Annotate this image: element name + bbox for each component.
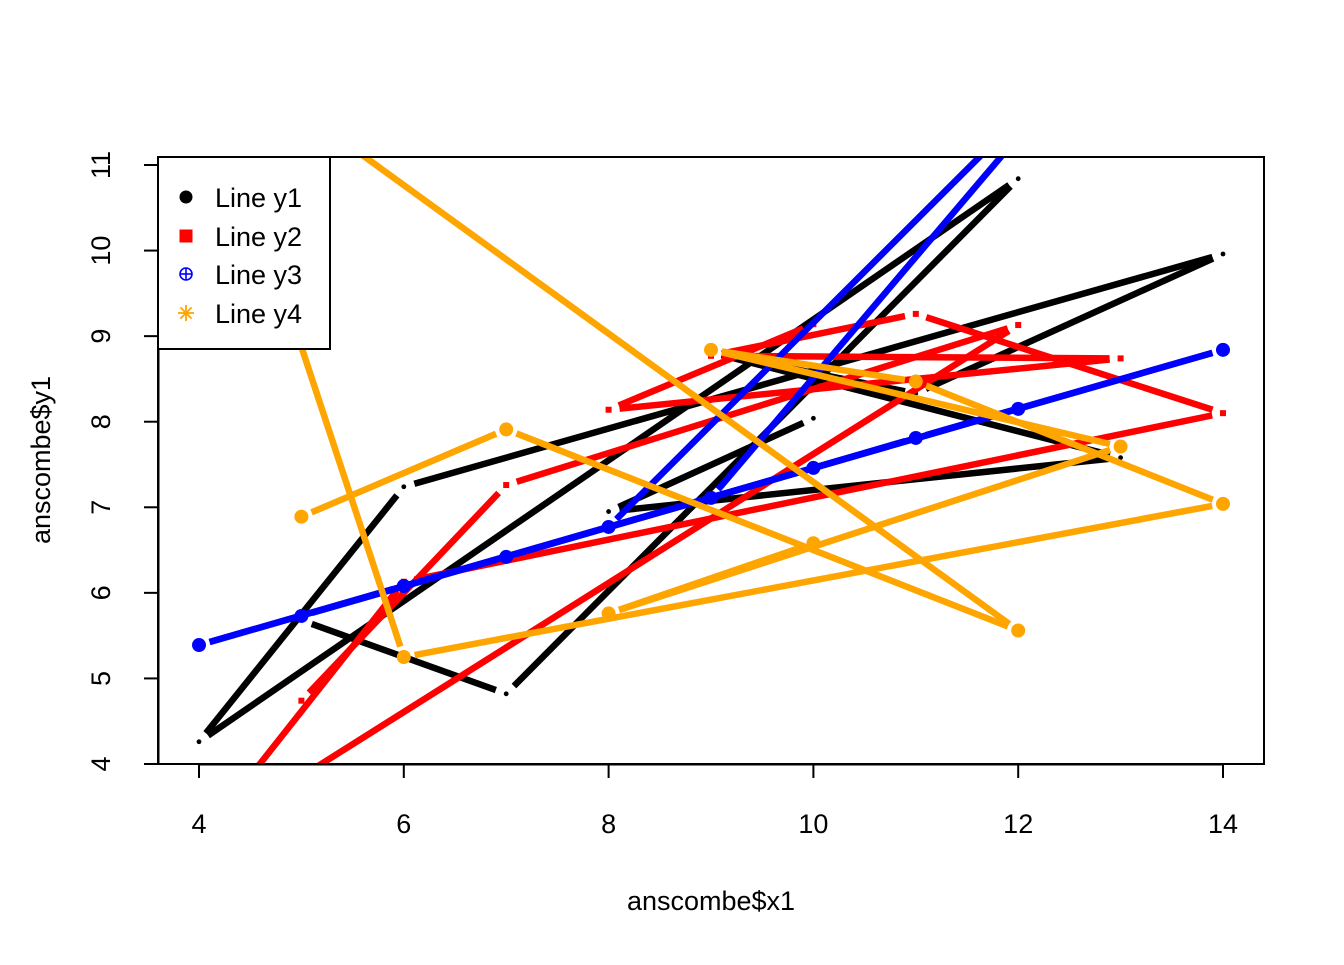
data-point (1015, 176, 1021, 182)
series-segment (617, 419, 805, 510)
x-tick-label: 6 (396, 809, 411, 839)
data-point (704, 342, 718, 357)
data-point (806, 460, 821, 475)
series-4 (192, 30, 1230, 665)
legend-item: Line y3 (179, 260, 302, 290)
y-tick-label: 9 (86, 329, 116, 344)
y-tick-label: 5 (86, 671, 116, 686)
data-point (811, 415, 816, 421)
data-point (499, 422, 514, 437)
data-point (298, 697, 305, 704)
series-segment (515, 408, 1009, 557)
data-point (401, 484, 407, 490)
x-tick-label: 8 (601, 809, 616, 839)
data-point (908, 374, 923, 389)
data-point (192, 30, 206, 44)
series-segment (614, 157, 984, 522)
series-segment (414, 502, 1213, 659)
series-segment (206, 182, 1011, 739)
data-point (1220, 410, 1226, 417)
legend-item: Line y1 (179, 183, 302, 213)
series-segment (721, 348, 906, 384)
legend-label: Line y3 (215, 260, 302, 290)
series-segment (721, 312, 906, 357)
data-point (294, 608, 309, 623)
series-layer (192, 9, 1230, 764)
legend-symbol (178, 305, 194, 321)
data-point (1011, 401, 1026, 416)
data-point (1118, 455, 1123, 461)
series-segment (715, 157, 1006, 492)
series-segment (359, 157, 1012, 627)
data-point (605, 406, 612, 413)
data-point (606, 509, 611, 514)
y-axis: 4 5 6 7 8 9 10 11 (86, 151, 160, 772)
series-segment (515, 325, 1009, 485)
legend: Line y1 Line y2 Line y3 Line y4 (157, 156, 331, 350)
x-tick-label: 14 (1208, 809, 1238, 839)
series-segment (720, 351, 1111, 459)
x-axis: 4 6 8 10 12 14 (191, 763, 1238, 839)
series-segment (720, 349, 1111, 448)
x-tick-label: 4 (191, 809, 206, 839)
legend-symbol (179, 190, 193, 204)
legend-symbol (179, 267, 193, 281)
data-point (503, 691, 509, 697)
legend-item: Line y2 (179, 222, 302, 252)
series-segment (515, 430, 1010, 630)
y-tick-label: 7 (86, 500, 116, 515)
data-point (912, 310, 919, 317)
series-segment (413, 412, 1213, 583)
x-tick-label: 12 (1003, 809, 1033, 839)
data-point (1113, 439, 1128, 454)
series-segment (310, 430, 498, 516)
x-tick-label: 10 (798, 809, 828, 839)
series-3 (192, 9, 1230, 653)
x-axis-title: anscombe$x1 (627, 886, 795, 916)
series-segment (925, 314, 1214, 413)
data-point (1216, 342, 1230, 357)
legend-symbol (179, 229, 193, 243)
data-point (1114, 9, 1128, 23)
series-segment (618, 446, 1112, 614)
series-segment (924, 382, 1214, 503)
legend-label: Line y1 (215, 183, 302, 213)
data-point (1011, 623, 1026, 638)
data-point (601, 519, 616, 534)
data-point (1216, 496, 1230, 511)
data-point (294, 509, 309, 524)
y-tick-label: 6 (86, 585, 116, 600)
data-point (196, 739, 202, 745)
series-segment (315, 328, 1011, 764)
data-point (396, 650, 411, 665)
legend-item: Line y4 (178, 299, 302, 329)
data-point (1015, 322, 1022, 329)
data-point (601, 606, 616, 621)
series-segment (924, 255, 1215, 392)
y-tick-label: 10 (86, 236, 116, 266)
data-point (192, 638, 206, 653)
data-point (499, 549, 514, 564)
legend-label: Line y2 (215, 222, 302, 252)
y-tick-label: 4 (86, 756, 116, 771)
data-point (1220, 251, 1226, 257)
legend-label: Line y4 (215, 299, 302, 329)
data-point (503, 482, 510, 489)
data-point (396, 579, 411, 594)
data-point (806, 536, 821, 551)
data-point (1117, 355, 1124, 362)
y-tick-label: 11 (86, 151, 116, 179)
data-point (908, 430, 923, 445)
y-axis-title: anscombe$y1 (26, 376, 56, 544)
data-point (704, 490, 718, 505)
y-tick-label: 8 (86, 414, 116, 429)
